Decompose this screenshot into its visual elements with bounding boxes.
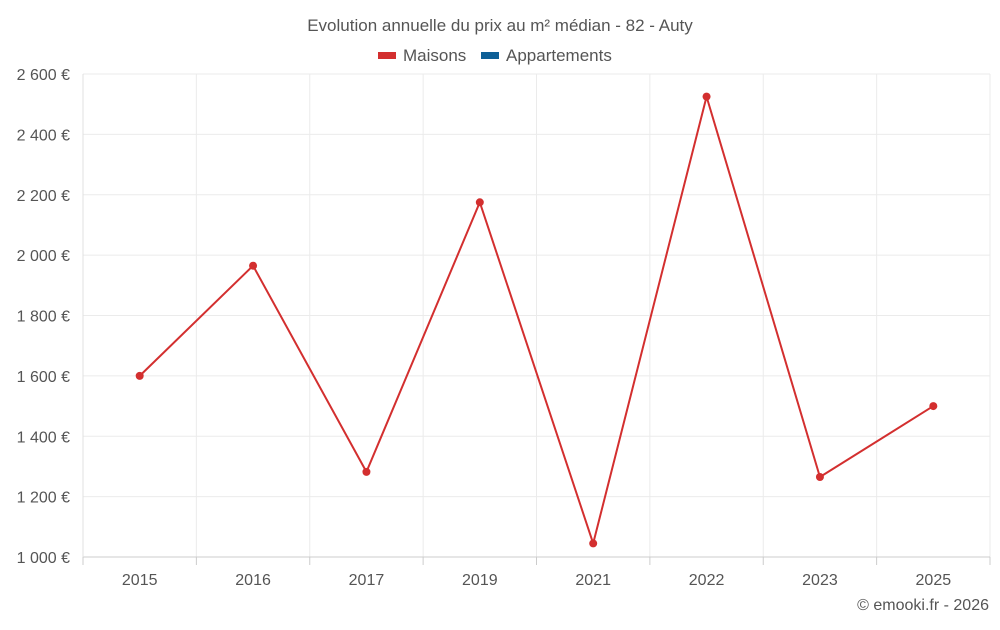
series-line-maisons [138,95,934,545]
y-tick-label: 1 000 € [17,550,70,567]
data-point[interactable] [589,539,598,548]
x-tick-label: 2019 [462,572,498,589]
series-layer [135,92,938,548]
y-tick-label: 2 000 € [17,248,70,265]
data-point[interactable] [475,198,484,207]
data-point[interactable] [362,467,371,476]
y-tick-label: 2 600 € [17,67,70,84]
x-tick-label: 2021 [575,572,611,589]
legend-swatch-maisons [378,52,396,59]
y-tick-label: 1 600 € [17,369,70,386]
x-tick-label: 2017 [349,572,385,589]
grid-lines [82,73,991,557]
legend: Maisons Appartements [378,46,612,65]
data-point[interactable] [135,371,144,380]
legend-item-appartements[interactable]: Appartements [481,46,612,65]
x-tick-label: 2016 [235,572,271,589]
x-tick-label: 2015 [122,572,158,589]
legend-swatch-appartements [481,52,499,59]
y-tick-label: 2 200 € [17,188,70,205]
data-point[interactable] [929,402,938,411]
legend-label-maisons: Maisons [403,46,466,65]
x-tick-label: 2022 [689,572,725,589]
data-point[interactable] [702,92,711,101]
credit-text: © emooki.fr - 2026 [857,597,989,614]
data-point[interactable] [815,473,824,482]
y-tick-label: 1 400 € [17,429,70,446]
legend-label-appartements: Appartements [506,46,612,65]
x-tick-label: 2025 [916,572,952,589]
data-point[interactable] [249,261,258,270]
x-tick-label: 2023 [802,572,838,589]
y-tick-label: 2 400 € [17,127,70,144]
y-tick-label: 1 200 € [17,490,70,507]
legend-item-maisons[interactable]: Maisons [378,46,466,65]
chart-title: Evolution annuelle du prix au m² médian … [307,16,693,35]
axes: 1 000 € 1 200 € 1 400 € 1 600 € 1 800 € 2 000… [17,67,991,589]
y-tick-label: 1 800 € [17,309,70,326]
